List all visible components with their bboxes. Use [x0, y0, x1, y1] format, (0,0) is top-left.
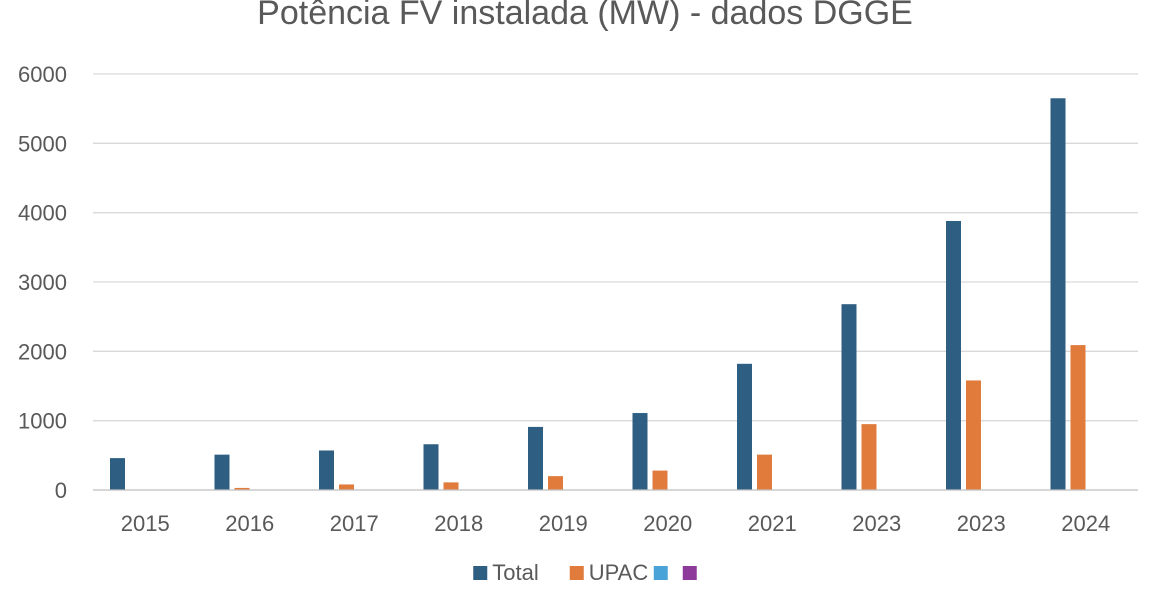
bar-total-2015 — [110, 458, 125, 490]
bar-upac-2021 — [757, 454, 772, 490]
y-tick-label: 6000 — [18, 62, 67, 87]
bar-upac-2023 — [966, 380, 981, 490]
x-tick-label: 2023 — [852, 511, 901, 536]
x-tick-label: 2023 — [957, 511, 1006, 536]
legend: Total UPAC — [473, 560, 697, 585]
x-tick-label: 2015 — [121, 511, 170, 536]
legend-label-total: Total — [492, 560, 538, 585]
x-tick-label: 2018 — [434, 511, 483, 536]
bar-upac-2020 — [652, 470, 668, 490]
bar-total-2021 — [737, 363, 752, 490]
y-tick-label: 2000 — [18, 339, 67, 364]
legend-swatch-series-3 — [653, 566, 668, 580]
bar-total-2023 — [841, 304, 857, 490]
x-tick-label: 2024 — [1061, 511, 1110, 536]
bar-total-2017 — [319, 450, 334, 490]
y-tick-label: 1000 — [18, 409, 67, 434]
x-tick-label: 2019 — [539, 511, 588, 536]
bar-total-2024 — [1050, 98, 1066, 491]
bar-upac-2018 — [443, 482, 459, 490]
x-tick-label: 2016 — [225, 511, 274, 536]
legend-label-upac: UPAC — [589, 560, 649, 585]
bar-upac-2019 — [548, 476, 563, 490]
bar-upac-2016 — [234, 487, 250, 490]
x-tick-label: 2017 — [330, 511, 379, 536]
gridlines — [93, 73, 1138, 422]
legend-swatch-upac — [569, 566, 584, 580]
y-axis-ticks: 0 1000 2000 3000 4000 5000 6000 — [18, 62, 67, 503]
bar-total-2020 — [632, 413, 648, 490]
chart-title: Potência FV instalada (MW) - dados DGGE — [257, 0, 913, 32]
bar-upac-2024 — [1070, 345, 1086, 490]
y-tick-label: 4000 — [18, 201, 67, 226]
bar-upac-2017 — [339, 484, 354, 490]
x-axis-ticks: 2015 2016 2017 2018 2019 2020 2021 2023 2023 2024 — [93, 489, 1138, 536]
bar-total-2016 — [214, 454, 230, 490]
bar-total-2018 — [423, 444, 439, 490]
legend-swatch-total — [473, 566, 488, 580]
x-tick-label: 2020 — [643, 511, 692, 536]
x-tick-label: 2021 — [748, 511, 797, 536]
y-tick-label: 0 — [55, 478, 67, 503]
bar-total-2023 — [946, 220, 961, 490]
bar-upac-2023 — [861, 424, 877, 490]
legend-swatch-series-4 — [682, 566, 697, 580]
y-tick-label: 5000 — [18, 131, 67, 156]
y-tick-label: 3000 — [18, 270, 67, 295]
bars — [110, 98, 1086, 491]
bar-total-2019 — [528, 426, 543, 490]
